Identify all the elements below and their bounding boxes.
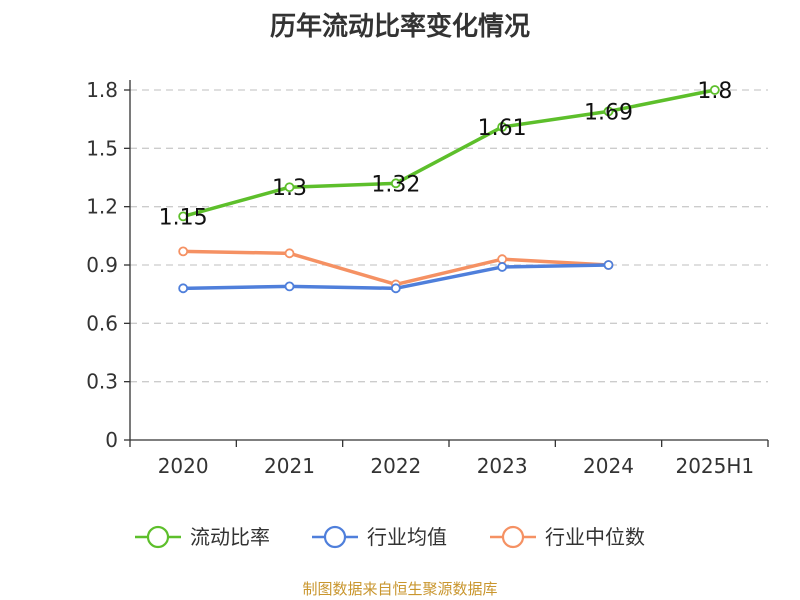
legend-label: 流动比率 (190, 525, 270, 549)
data-point (284, 182, 295, 193)
data-point (284, 248, 295, 259)
data-point (178, 283, 189, 294)
data-label: 1.32 (371, 172, 420, 197)
data-label: 1.3 (272, 176, 307, 201)
data-label: 1.15 (159, 205, 208, 230)
series-line (182, 88, 716, 219)
y-tick-label: 0 (105, 428, 118, 452)
series-lines (178, 85, 720, 294)
y-tick-label: 0.6 (86, 311, 118, 335)
y-tick-label: 1.5 (86, 136, 118, 160)
data-point (709, 85, 720, 95)
data-point (603, 260, 614, 270)
data-label: 1.8 (697, 79, 732, 104)
y-tick-label: 0.9 (86, 253, 118, 277)
x-tick-label: 2025H1 (675, 454, 754, 478)
data-point (178, 246, 189, 257)
y-tick-label: 1.2 (86, 195, 118, 219)
x-tick-label: 2021 (264, 454, 315, 478)
y-tick-label: 0.3 (86, 370, 118, 394)
data-labels: 1.15 1.3 1.32 1.61 1.69 1.8 (159, 79, 733, 230)
x-tick-label: 2020 (158, 454, 209, 478)
legend-swatch-marker (501, 525, 525, 549)
data-point (390, 283, 401, 294)
data-point (497, 254, 508, 265)
legend-label: 行业均值 (367, 525, 447, 549)
data-point (390, 178, 401, 189)
x-tick-label: 2022 (370, 454, 421, 478)
data-point (497, 262, 508, 272)
axes: 0 0.3 0.6 0.9 1.2 1.5 1.8 2020 2021 2022 2023 2024 2… (86, 78, 769, 478)
data-point (603, 106, 614, 117)
grid-lines (130, 89, 768, 383)
legend-swatch-marker (146, 525, 170, 549)
source-note: 制图数据来自恒生聚源数据库 (302, 580, 498, 598)
data-point (284, 281, 295, 292)
data-label: 1.69 (584, 100, 633, 125)
data-point (497, 122, 508, 132)
x-tick-label: 2024 (583, 454, 634, 478)
legend: 流动比率 行业均值 行业中位数 (135, 525, 645, 549)
x-tick-label: 2023 (477, 454, 528, 478)
legend-swatch-marker (323, 525, 347, 549)
data-point (178, 211, 189, 222)
y-tick-label: 1.8 (86, 78, 118, 102)
chart-title: 历年流动比率变化情况 (269, 12, 530, 42)
legend-label: 行业中位数 (545, 525, 645, 549)
data-label: 1.61 (478, 116, 527, 141)
